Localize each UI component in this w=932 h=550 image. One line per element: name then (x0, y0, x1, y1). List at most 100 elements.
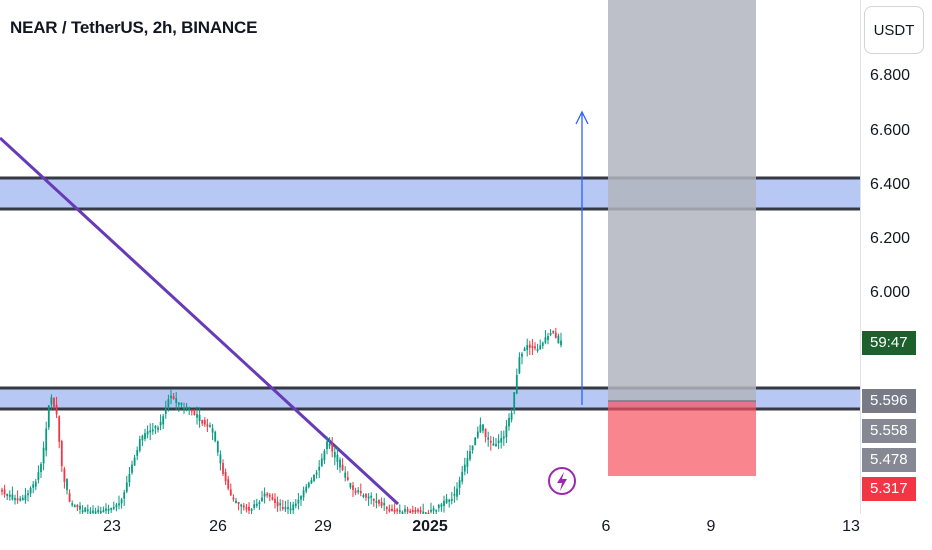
candle-body (276, 501, 279, 507)
candle-body (323, 450, 326, 461)
price-axis-separator (860, 0, 861, 514)
candle-body (253, 504, 256, 508)
time-label: 6 (601, 518, 611, 535)
candle-body (344, 472, 347, 478)
candle-body (58, 416, 61, 442)
candle-body (536, 348, 539, 351)
candle-body (198, 415, 201, 421)
candle-body (427, 512, 430, 514)
candle-body (305, 486, 308, 492)
candle-body (526, 345, 529, 350)
candle-body (513, 392, 516, 410)
candle-body (118, 503, 120, 506)
candle-body (149, 430, 152, 433)
candle-body (131, 464, 133, 473)
candle-body (320, 458, 323, 467)
candle-body (237, 501, 240, 504)
candle-body (240, 504, 243, 507)
candle-body (289, 508, 292, 511)
candle-body (112, 506, 115, 509)
candle-body (339, 459, 341, 468)
candle-body (453, 493, 456, 496)
candle-body (461, 471, 464, 482)
candle-body (86, 509, 89, 512)
time-label: 2025 (412, 518, 448, 535)
candle-body (105, 508, 107, 511)
candle-body (398, 510, 401, 513)
candle-body (136, 450, 139, 456)
candle-body (417, 509, 419, 512)
candle-body (409, 510, 412, 513)
candle-body (216, 441, 219, 453)
candle-body (34, 481, 37, 487)
candle-body (560, 340, 562, 346)
candle-body (284, 507, 287, 510)
candle-body (188, 408, 191, 411)
candle-body (448, 499, 451, 502)
candle-body (162, 416, 165, 425)
candle-body (388, 509, 391, 512)
candle-body (29, 487, 32, 494)
candle-body (248, 506, 250, 511)
candle-body (547, 336, 549, 340)
candle-body (554, 332, 557, 338)
candle-body (53, 397, 55, 407)
candle-body (497, 440, 500, 444)
currency-button[interactable]: USDT (864, 6, 924, 54)
candle-body (99, 511, 102, 514)
chart-title[interactable]: NEAR / TetherUS, 2h, BINANCE (10, 18, 258, 37)
candle-body (159, 421, 162, 426)
candle-body (24, 495, 27, 501)
candle-body (476, 431, 479, 438)
position-profit-zone[interactable] (608, 0, 756, 401)
candle-body (375, 500, 378, 503)
candle-body (40, 463, 42, 473)
candle-body (79, 505, 81, 510)
candle-body (177, 402, 180, 405)
position-loss-zone[interactable] (608, 401, 756, 476)
candle-body (557, 335, 560, 344)
candle-body (235, 500, 237, 504)
candle-body (354, 490, 357, 493)
candle-body (193, 409, 196, 415)
candle-body (6, 494, 9, 497)
candle-body (37, 472, 40, 480)
candle-body (81, 510, 84, 513)
time-label: 23 (103, 518, 121, 535)
candle-body (141, 435, 144, 441)
candle-body (292, 504, 295, 511)
candle-body (523, 348, 526, 352)
candle-body (352, 485, 354, 490)
candle-body (500, 437, 503, 443)
candle-body (255, 503, 258, 506)
candle-body (115, 504, 118, 508)
candle-body (380, 502, 383, 506)
candle-body (146, 431, 149, 435)
candle-body (326, 441, 328, 450)
candle-body (183, 407, 185, 410)
candle-body (318, 466, 321, 471)
candle-body (68, 493, 71, 502)
candle-body (214, 431, 217, 442)
price-label: 6.400 (870, 176, 911, 193)
candle-body (365, 493, 367, 498)
candle-body (154, 426, 157, 429)
price-badge: 5.558 (862, 419, 916, 443)
price-badge: 5.478 (862, 448, 916, 472)
candle-body (463, 464, 466, 472)
candle-body (196, 414, 198, 418)
candle-body (414, 510, 417, 513)
chart-pane[interactable] (0, 0, 860, 514)
candle-body (170, 395, 172, 399)
candle-body (341, 464, 344, 471)
candle-body (227, 479, 230, 489)
descending-trendline[interactable] (0, 136, 400, 506)
candle-body (495, 443, 497, 446)
candle-body (440, 504, 443, 507)
candle-body (359, 491, 362, 494)
lightning-bolt-icon[interactable] (548, 467, 576, 495)
candle-body (164, 408, 167, 414)
candle-body (432, 508, 435, 511)
price-label: 6.800 (870, 67, 911, 84)
